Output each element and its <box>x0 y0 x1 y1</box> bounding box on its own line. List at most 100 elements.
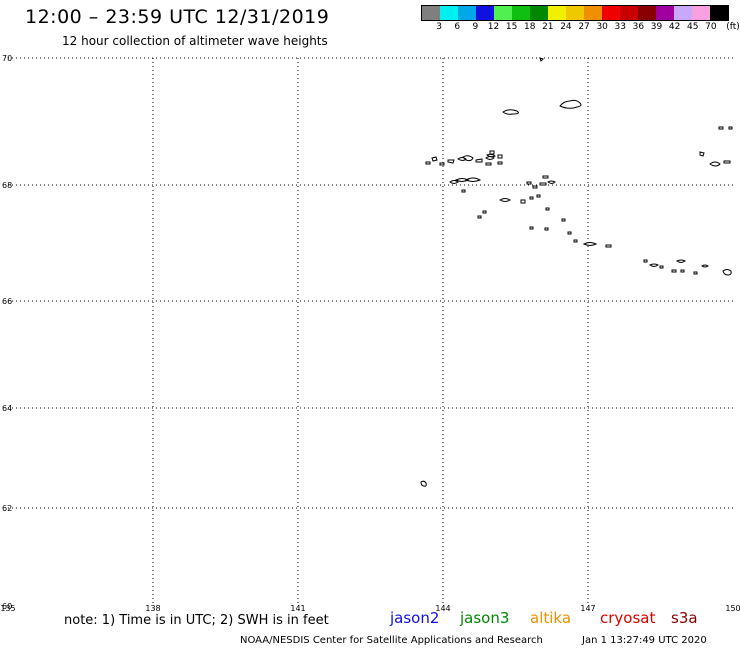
coastline-outline <box>431 156 438 162</box>
coastline-outline <box>680 269 685 273</box>
legend-swatch <box>440 6 458 20</box>
coastline-outline <box>728 126 733 130</box>
credit-text: NOAA/NESDIS Center for Satellite Applica… <box>240 635 543 646</box>
timestamp: Jan 1 13:27:49 UTC 2020 <box>582 635 707 646</box>
coastline-outline <box>659 265 664 269</box>
legend-swatch <box>638 6 656 20</box>
color-legend-labels: 3 6 9 12 15 18 21 24 27 30 33 36 39 42 45 70 (ft) <box>421 22 740 34</box>
coastline-outline <box>605 244 612 248</box>
coastline-outline <box>520 199 526 204</box>
satellite-label-s3a: s3a <box>671 609 698 627</box>
lon-tick-label: 135 <box>0 604 15 613</box>
lat-tick-label: 64 <box>2 404 12 413</box>
coastline-outline <box>536 194 541 198</box>
legend-swatch <box>620 6 638 20</box>
lon-tick-label: 141 <box>290 604 305 613</box>
coastline-outline <box>485 156 495 160</box>
coastline-outline <box>542 175 549 179</box>
coastline-outline <box>499 198 511 202</box>
coastline-outline <box>701 264 709 268</box>
satellite-label-altika: altika <box>530 609 572 627</box>
coastline-outline <box>567 231 572 235</box>
satellite-label-jason2: jason2 <box>390 609 440 627</box>
coastline-outline <box>559 99 582 109</box>
legend-label: 33 <box>614 22 627 32</box>
legend-label: 45 <box>687 22 699 32</box>
satellite-label-cryosat: cryosat <box>600 609 656 627</box>
legend-label: 15 <box>505 22 518 32</box>
coastline-outline <box>420 480 427 487</box>
lat-tick-label: 60 <box>2 602 12 611</box>
lat-tick-label: 62 <box>2 504 12 513</box>
coastline-outline <box>532 185 538 189</box>
lon-tick-label: 150 <box>725 604 740 613</box>
legend-label: 27 <box>578 22 590 32</box>
coastline-outline <box>457 157 467 161</box>
legend-swatch <box>422 6 440 20</box>
coastline-outline <box>477 215 482 219</box>
coastline-outline <box>482 210 487 214</box>
legend-label: 39 <box>650 22 663 32</box>
legend-swatch <box>512 6 530 20</box>
coastline-outline <box>573 239 578 243</box>
coastline-outline <box>486 153 496 158</box>
coastline-outline <box>447 159 455 164</box>
color-legend <box>421 5 729 21</box>
coastline-outline <box>439 162 445 166</box>
page-subtitle: 12 hour collection of altimeter wave hei… <box>62 34 328 48</box>
coastline-outline <box>547 180 556 184</box>
coastline-outline <box>671 269 677 273</box>
coastline-outline <box>464 177 482 182</box>
coastline-outline <box>643 259 648 263</box>
legend-swatch <box>548 6 566 20</box>
coastline-outline <box>454 178 470 182</box>
coastline-outline <box>489 150 495 155</box>
coastline-outline <box>485 162 492 166</box>
legend-label: 3 <box>436 22 442 32</box>
legend-swatch <box>710 6 728 20</box>
coastline-outline <box>693 271 698 275</box>
legend-swatch <box>476 6 494 20</box>
legend-label: 9 <box>472 22 479 32</box>
legend-label: 36 <box>632 22 645 32</box>
lat-tick-label: 66 <box>2 297 12 306</box>
lat-tick-label: 70 <box>2 54 12 63</box>
coastline-outline <box>539 182 547 186</box>
satellite-label-jason3: jason3 <box>460 609 510 627</box>
legend-unit: (ft) <box>726 22 740 32</box>
coastline-outline <box>709 161 721 167</box>
coastline-outline <box>544 227 549 231</box>
legend-label: 42 <box>668 22 681 32</box>
legend-label: 24 <box>560 22 572 32</box>
legend-swatch <box>494 6 512 20</box>
coastline-outline <box>529 196 534 200</box>
coastline-outline <box>462 155 474 162</box>
coastline-outline <box>502 109 519 115</box>
legend-swatch <box>692 6 710 20</box>
legend-swatch <box>458 6 476 20</box>
coastline-outline <box>582 242 598 246</box>
lon-tick-label: 144 <box>435 604 450 613</box>
coastline-outline <box>497 161 503 165</box>
footer-note: note: 1) Time is in UTC; 2) SWH is in fe… <box>64 613 329 628</box>
coastline-outline <box>475 158 483 163</box>
legend-swatch <box>674 6 692 20</box>
coastline-outline <box>526 181 532 185</box>
coastline-outline <box>649 263 659 267</box>
legend-label: 18 <box>523 22 536 32</box>
legend-swatch <box>584 6 602 20</box>
legend-swatch <box>530 6 548 20</box>
legend-swatch <box>602 6 620 20</box>
legend-swatch <box>656 6 674 20</box>
coastline-outline <box>676 259 686 263</box>
coastline-outline <box>425 161 431 165</box>
coastline-outline <box>449 180 459 184</box>
coastline-outline <box>545 207 550 211</box>
legend-label: 30 <box>596 22 608 32</box>
coastline-outline <box>497 154 503 159</box>
legend-label: 21 <box>542 22 554 32</box>
coastline-outline <box>718 126 724 130</box>
coastline-outline <box>723 160 731 164</box>
lat-tick-label: 68 <box>2 181 12 190</box>
